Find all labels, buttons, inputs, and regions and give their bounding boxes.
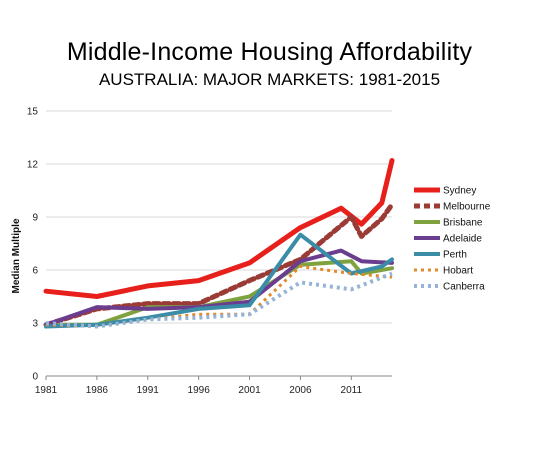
x-tick-labels: 1981 1986 1991 1996 2001 2006 2011 bbox=[35, 385, 363, 396]
legend-label-sydney: Sydney bbox=[443, 186, 476, 197]
y-tick-label: 15 bbox=[27, 107, 39, 118]
legend-label-canberra: Canberra bbox=[443, 282, 485, 293]
y-axis-label: Median Multiple bbox=[11, 218, 22, 293]
legend-label-brisbane: Brisbane bbox=[443, 218, 483, 229]
y-tick-label: 0 bbox=[32, 372, 38, 383]
x-tick-label: 2011 bbox=[341, 385, 363, 396]
series-line-perth bbox=[44, 232, 394, 329]
chart-title: Middle-Income Housing Affordability bbox=[66, 38, 473, 66]
series-line-hobart bbox=[45, 265, 393, 328]
y-tick-label: 6 bbox=[32, 266, 38, 277]
x-tick-label: 1981 bbox=[35, 385, 58, 396]
series-line-canberra bbox=[45, 271, 393, 329]
y-tick-label: 12 bbox=[27, 160, 39, 171]
y-tick-label: 3 bbox=[32, 319, 38, 330]
legend-label-adelaide: Adelaide bbox=[443, 234, 482, 245]
series-lines bbox=[43, 158, 395, 329]
legend-label-perth: Perth bbox=[443, 250, 467, 261]
series-line-sydney bbox=[43, 158, 395, 299]
axes bbox=[45, 375, 392, 380]
legend: Sydney Melbourne Brisbane Adelaide Perth Hoba… bbox=[414, 186, 491, 293]
x-tick-label: 2006 bbox=[289, 385, 312, 396]
chart-subtitle: AUSTRALIA: MAJOR MARKETS: 1981-2015 bbox=[98, 70, 441, 89]
x-tick-label: 1986 bbox=[86, 385, 109, 396]
x-tick-label: 1991 bbox=[137, 385, 160, 396]
series-line-brisbane bbox=[44, 259, 394, 327]
gridlines bbox=[46, 110, 392, 324]
x-tick-label: 1996 bbox=[188, 385, 211, 396]
y-tick-labels: 0 3 6 9 12 15 bbox=[27, 107, 39, 383]
y-tick-label: 9 bbox=[32, 213, 38, 224]
legend-label-melbourne: Melbourne bbox=[443, 202, 491, 213]
series-line-adelaide bbox=[44, 248, 394, 327]
legend-label-hobart: Hobart bbox=[443, 266, 473, 277]
x-tick-label: 2001 bbox=[238, 385, 261, 396]
